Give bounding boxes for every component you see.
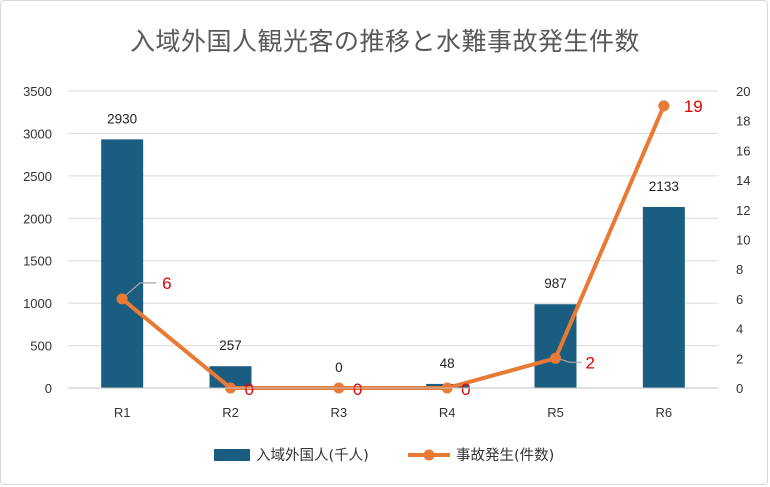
bar-value-label: 48 xyxy=(440,356,455,371)
line-point xyxy=(116,293,128,305)
line-series xyxy=(116,100,670,394)
y-right-tick-label: 0 xyxy=(736,381,743,396)
line-point xyxy=(658,100,670,112)
bar-value-label: 987 xyxy=(544,276,567,291)
y-left-tick-label: 0 xyxy=(45,381,52,396)
y-right-tick-label: 8 xyxy=(736,262,743,277)
y-right-tick-label: 14 xyxy=(736,173,750,188)
bar xyxy=(209,366,252,388)
y-right-tick-label: 2 xyxy=(736,351,743,366)
y-right-tick-label: 4 xyxy=(736,322,743,337)
leader-line xyxy=(125,282,157,296)
line-value-label: 0 xyxy=(245,380,254,399)
axes: 0500100015002000250030003500024681012141… xyxy=(23,84,750,420)
bar-series xyxy=(101,139,685,388)
legend-label-line: 事故発生(件数) xyxy=(456,447,554,464)
y-right-tick-label: 16 xyxy=(736,143,750,158)
y-left-tick-label: 2000 xyxy=(23,211,52,226)
bar-value-label: 2133 xyxy=(649,179,679,194)
leader-line xyxy=(560,358,582,363)
bar-value-label: 257 xyxy=(219,338,242,353)
bar xyxy=(101,139,144,388)
y-right-tick-label: 12 xyxy=(736,203,750,218)
legend-swatch-marker xyxy=(423,449,435,461)
legend: 入域外国人(千人) 事故発生(件数) xyxy=(214,447,554,464)
bar xyxy=(642,206,685,388)
y-left-tick-label: 2500 xyxy=(23,169,52,184)
y-left-tick-label: 3000 xyxy=(23,126,52,141)
x-tick-label: R6 xyxy=(656,405,673,420)
x-tick-label: R4 xyxy=(439,405,456,420)
x-tick-label: R1 xyxy=(114,405,131,420)
y-left-tick-label: 500 xyxy=(30,339,52,354)
y-left-tick-label: 1000 xyxy=(23,296,52,311)
gridlines xyxy=(68,90,718,389)
bar-value-label: 0 xyxy=(335,360,343,375)
x-tick-label: R3 xyxy=(331,405,348,420)
x-tick-label: R5 xyxy=(547,405,564,420)
line-value-label: 0 xyxy=(353,380,362,399)
y-right-tick-label: 20 xyxy=(736,84,750,99)
y-left-tick-label: 3500 xyxy=(23,84,52,99)
legend-swatch-bar xyxy=(214,449,250,461)
chart-title: 入域外国人観光客の推移と水難事故発生件数 xyxy=(129,27,640,56)
line-value-label: 19 xyxy=(684,97,703,116)
bar xyxy=(534,304,577,388)
x-tick-label: R2 xyxy=(222,405,239,420)
line-value-label: 2 xyxy=(586,353,595,372)
legend-label-bar: 入域外国人(千人) xyxy=(256,447,369,464)
y-right-tick-label: 18 xyxy=(736,114,750,129)
line-value-label: 0 xyxy=(461,380,470,399)
y-right-tick-label: 6 xyxy=(736,292,743,307)
y-left-tick-label: 1500 xyxy=(23,254,52,269)
line-value-label: 6 xyxy=(162,274,171,293)
bar-value-label: 2930 xyxy=(107,111,137,126)
line-point xyxy=(550,352,561,364)
y-right-tick-label: 10 xyxy=(736,233,750,248)
